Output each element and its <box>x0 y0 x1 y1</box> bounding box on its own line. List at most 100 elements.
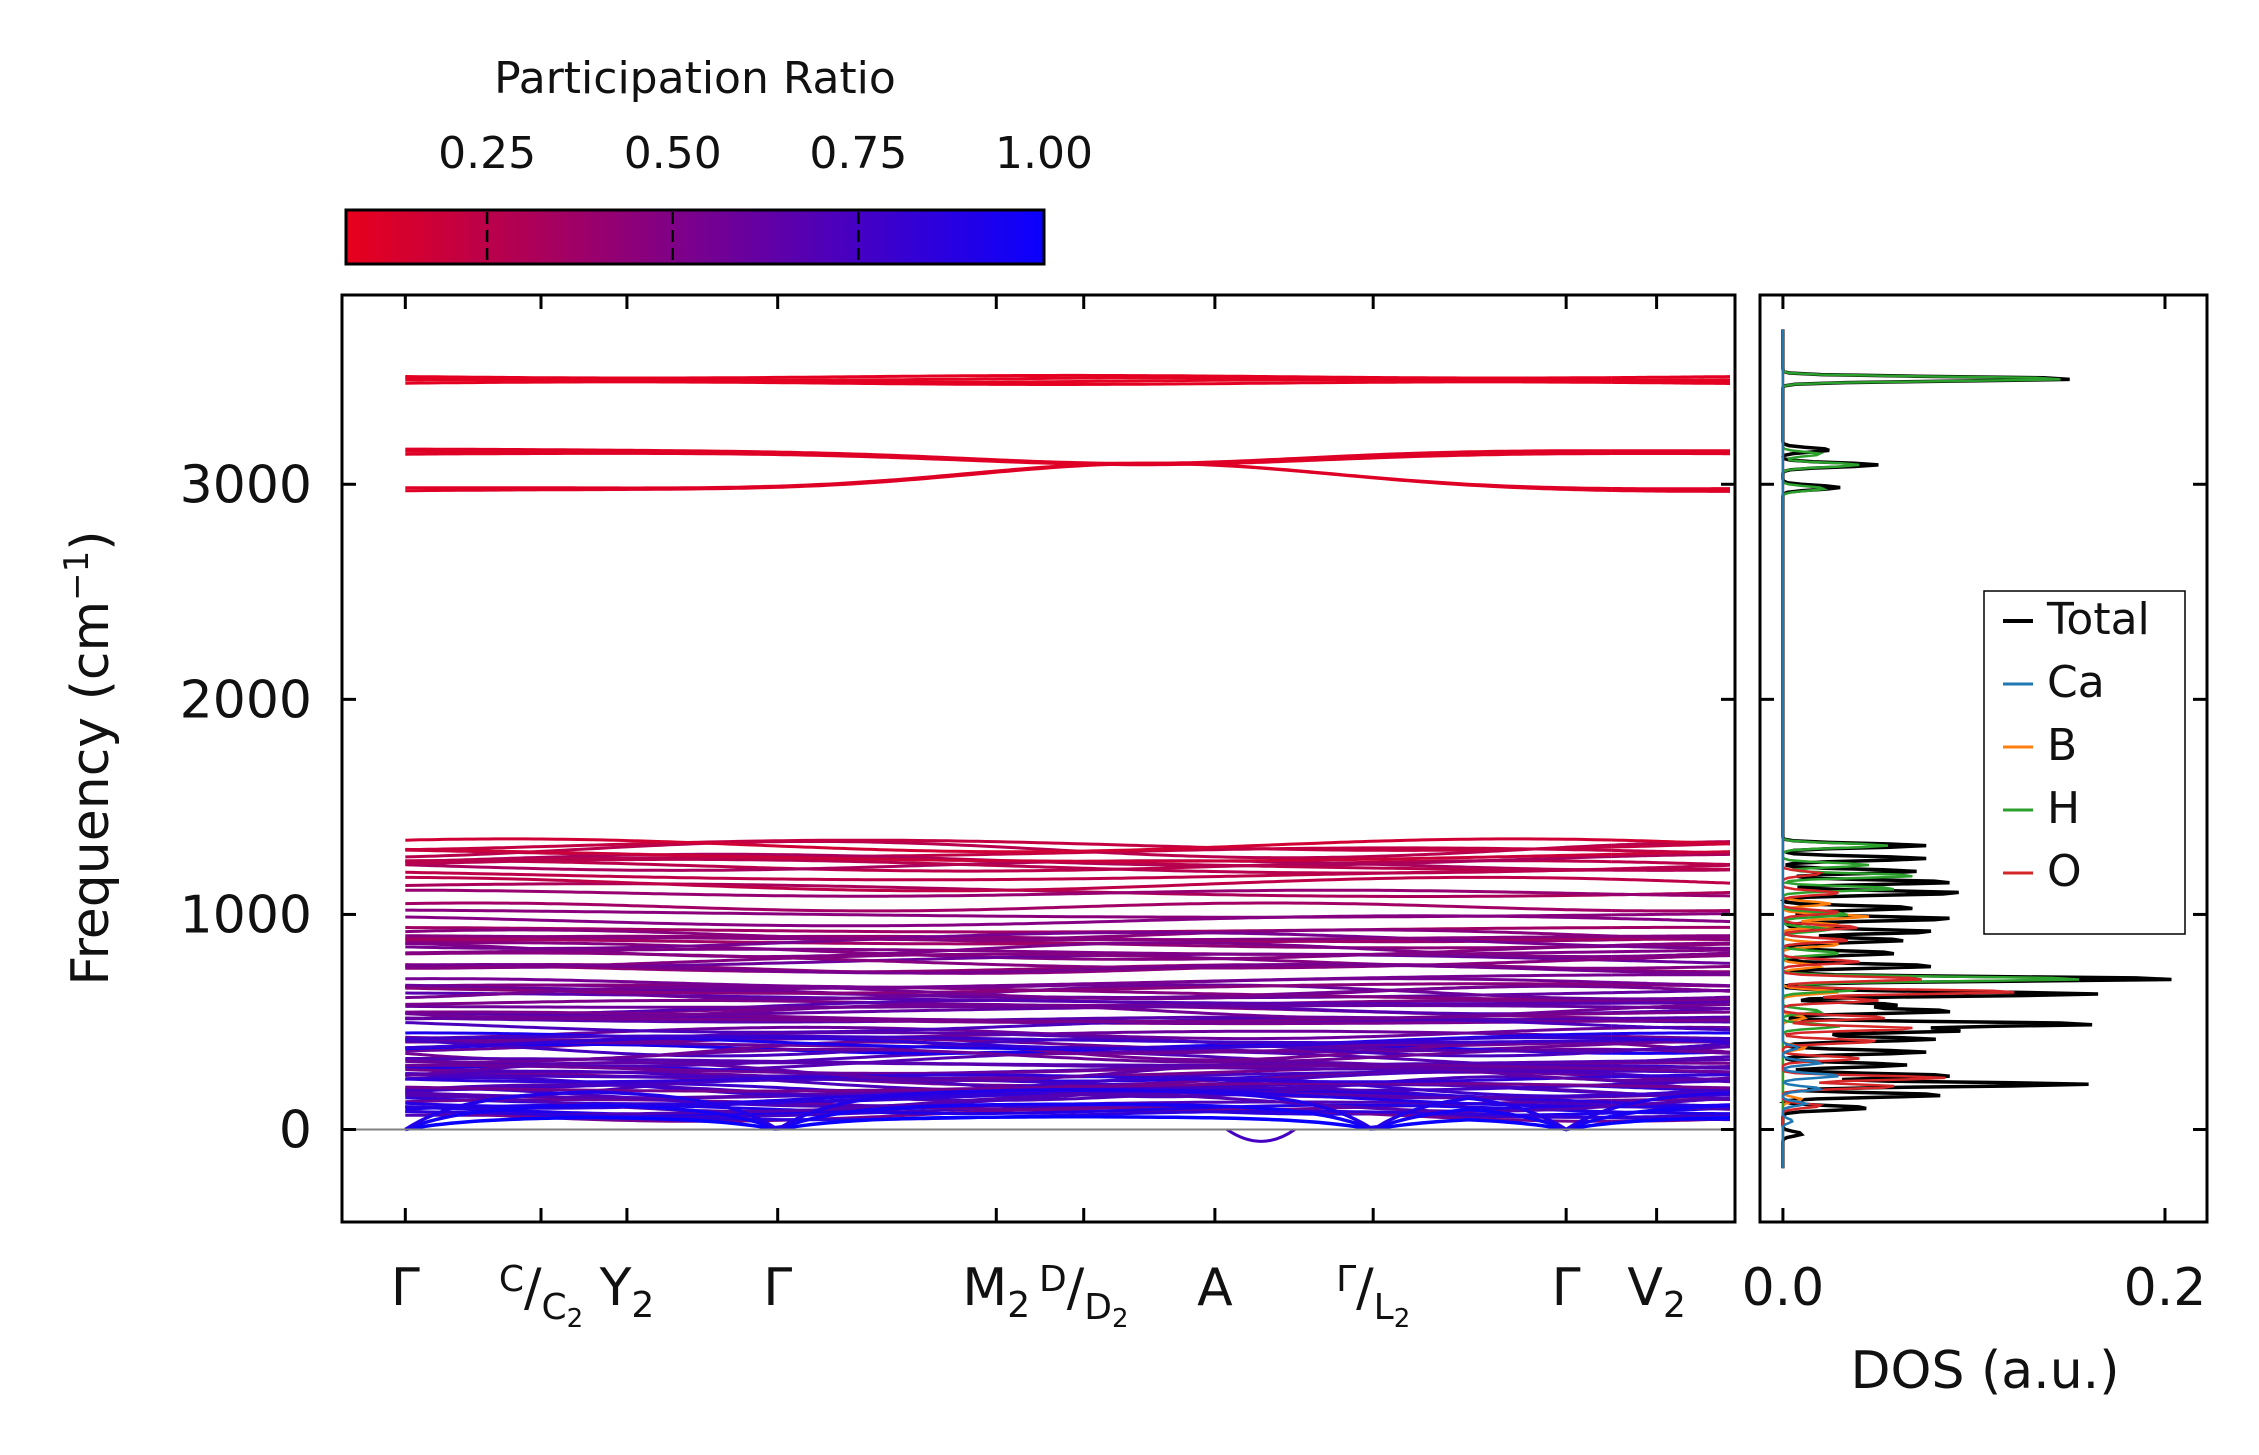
band-low <box>1611 1031 1730 1036</box>
kpoint-label-sub: 2 <box>631 1285 654 1326</box>
kpoint-label-main: A <box>1197 1258 1233 1318</box>
legend-label-ca: Ca <box>2047 657 2105 708</box>
kpoint-label-main: V <box>1627 1258 1663 1318</box>
band-mid <box>1611 1003 1730 1011</box>
dos-x-tick-label: 0.2 <box>2124 1258 2207 1318</box>
kpoint-label: Γ/L2 <box>1336 1258 1410 1334</box>
band-low <box>1611 1073 1730 1079</box>
kpoint-label: D/D2 <box>1039 1258 1129 1334</box>
band-low <box>405 1081 1612 1093</box>
band-low <box>1611 1042 1730 1054</box>
dos-ticks: 0.0 0.2 <box>1742 295 2207 1318</box>
kpoint-label-main: Γ <box>763 1258 792 1318</box>
kpoint-label-sub: 2 <box>1112 1304 1129 1334</box>
kpoint-label: V2 <box>1627 1258 1685 1326</box>
y-tick-label: 3000 <box>180 455 312 515</box>
band-mid <box>405 963 1612 975</box>
band-low <box>1611 1058 1730 1063</box>
band-oh-stretch <box>1611 378 1730 382</box>
band-mid <box>405 947 1612 956</box>
band-mid <box>405 983 1612 1002</box>
band-mid <box>1611 1000 1730 1005</box>
band-mid <box>1611 877 1730 885</box>
legend-label-b: B <box>2047 720 2077 771</box>
legend-label-h: H <box>2047 783 2080 834</box>
band-low <box>1611 1104 1730 1111</box>
band-mid <box>405 859 1612 872</box>
band-low <box>1611 1084 1730 1090</box>
kpoint-label: C/C2 <box>499 1258 583 1334</box>
kpoint-label-sub: 2 <box>567 1304 584 1334</box>
band-mid <box>405 888 1612 898</box>
kpoint-label: Y2 <box>599 1258 655 1326</box>
band-stretch-lower <box>1611 487 1730 491</box>
band-mid <box>405 934 1612 942</box>
colorbar-tick-label: 0.75 <box>809 128 907 179</box>
dos-x-tick-label: 0.0 <box>1742 1258 1825 1318</box>
band-mid <box>1611 909 1730 913</box>
y-tick-label: 1000 <box>180 885 312 945</box>
colorbar-tick-label: 0.25 <box>438 128 536 179</box>
dos-axes-frame <box>1758 293 2209 1224</box>
phonon-bands <box>404 373 1730 1143</box>
kpoint-label-sub: 2 <box>1663 1285 1686 1326</box>
kpoint-label-right: L <box>1374 1287 1394 1328</box>
band-low <box>405 1034 1612 1045</box>
band-mid <box>1611 860 1730 867</box>
band-low <box>405 1073 1612 1084</box>
band-oh-stretch <box>405 373 1612 380</box>
colorbar-gradient <box>344 208 1046 266</box>
band-mid <box>405 1016 1612 1034</box>
band-mid <box>1611 1019 1730 1024</box>
band-low <box>1611 1036 1730 1044</box>
kpoint-label-left: Γ <box>1336 1259 1356 1300</box>
colorbar-title: Participation Ratio <box>494 53 896 104</box>
y-axis-label: Frequency (cm−1) <box>57 530 121 985</box>
band-imaginary-pocket <box>1226 1128 1296 1143</box>
band-mid <box>405 840 1612 860</box>
band-low <box>1611 1042 1730 1054</box>
band-low <box>1611 1113 1730 1119</box>
band-mid <box>1611 934 1730 941</box>
legend-label-total: Total <box>2046 594 2150 645</box>
band-oh-stretch <box>1611 380 1730 384</box>
kpoint-label-left: D <box>1039 1259 1067 1300</box>
band-acoustic <box>1611 1116 1730 1126</box>
band-mid <box>405 914 1612 928</box>
band-mid <box>405 1002 1612 1020</box>
band-low <box>405 1036 1612 1051</box>
y-tick-label: 0 <box>279 1101 312 1161</box>
band-acoustic <box>1610 1091 1730 1111</box>
band-mid <box>1611 850 1730 856</box>
kpoint-label: Γ <box>763 1258 792 1318</box>
legend-frame <box>1983 590 2186 935</box>
band-stretch-upper <box>1611 452 1730 456</box>
band-low <box>405 1042 1612 1055</box>
band-mid <box>1611 925 1730 930</box>
band-mid <box>1611 1025 1730 1030</box>
kpoint-label: Γ <box>391 1258 420 1318</box>
band-low <box>1611 1096 1730 1108</box>
kpoint-label-main: Y <box>599 1258 632 1318</box>
band-mid <box>1611 1024 1730 1032</box>
kpoint-label-sub: 2 <box>1394 1304 1411 1334</box>
band-mid <box>1611 944 1730 950</box>
kpoint-label-slash: / <box>524 1258 542 1318</box>
band-mid <box>1611 964 1730 970</box>
band-mid <box>1611 838 1730 846</box>
band-low <box>1611 1076 1730 1082</box>
band-mid <box>405 875 1612 893</box>
kpoint-label-main: M <box>962 1258 1007 1318</box>
band-mid <box>1611 969 1730 975</box>
band-low <box>405 1105 1612 1123</box>
band-oh-stretch <box>405 380 1612 386</box>
band-low <box>1611 1061 1730 1065</box>
band-stretch-upper <box>1611 450 1730 454</box>
band-stretch-lower <box>405 461 1612 490</box>
band-mid <box>405 837 1612 854</box>
band-stretch-upper <box>1611 449 1730 453</box>
y-tick-label: 2000 <box>180 670 312 730</box>
band-low <box>405 1061 1612 1082</box>
band-mid <box>1611 985 1730 993</box>
kpoint-label-right: C <box>541 1287 566 1328</box>
